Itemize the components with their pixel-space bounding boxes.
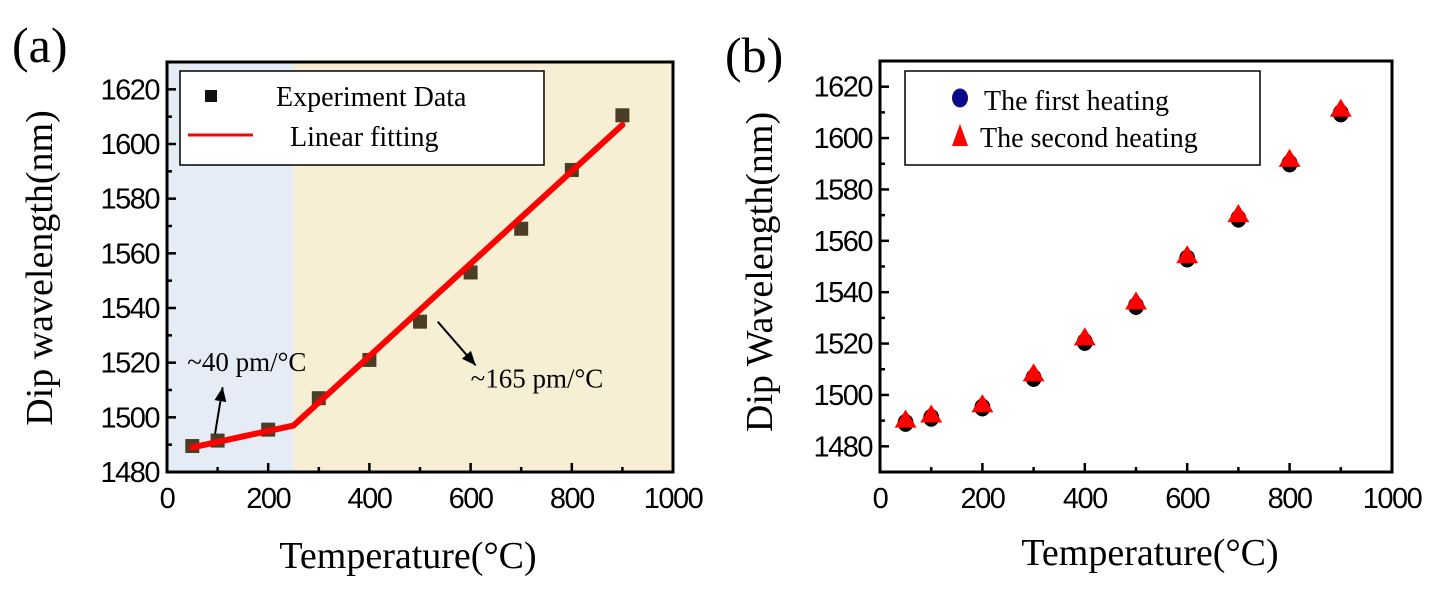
x-tick-label: 0 xyxy=(873,483,888,515)
data-point-triangle xyxy=(894,409,917,428)
panel-label-a: (a) xyxy=(12,17,68,73)
data-point-triangle xyxy=(1227,204,1250,223)
arrowhead xyxy=(214,387,227,403)
axes-b: 1480 1500 1520 1540 1560 1580 1600 1620 0 200 400 6… xyxy=(813,59,1423,515)
y-tick-label: 1540 xyxy=(813,277,872,309)
panel-b: (b) 1480 1500 1520 1540 1560 1580 1600 1620 0 200… xyxy=(725,27,1423,574)
legend-marker-square xyxy=(205,90,217,102)
data-point-triangle xyxy=(1278,148,1301,167)
arrowhead xyxy=(461,350,476,366)
y-tick-label: 1480 xyxy=(100,457,159,489)
y-tick-label: 1540 xyxy=(100,293,159,325)
legend-box xyxy=(904,70,1261,166)
data-point-triangle xyxy=(1329,98,1352,117)
data-point-square xyxy=(514,221,529,236)
x-tick-label: 400 xyxy=(1063,483,1107,515)
axes-a: 1480 1500 1520 1540 1560 1580 1600 1620 0 200 400 6… xyxy=(100,60,704,515)
panel-a: (a) 1480 1500 1520 1540 1560 1580 1600 1620 0 200… xyxy=(12,17,704,577)
y-tick-label: 1580 xyxy=(813,174,872,206)
x-tick-label: 200 xyxy=(246,483,290,515)
x-axis-label-a: Temperature(°C) xyxy=(279,535,536,577)
y-tick-label: 1600 xyxy=(100,129,159,161)
x-tick-label: 800 xyxy=(550,483,594,515)
data-point-square xyxy=(615,108,630,123)
legend-label-first: The first heating xyxy=(984,86,1169,117)
y-tick-label: 1480 xyxy=(813,431,872,463)
x-tick-label: 0 xyxy=(160,483,175,515)
x-tick-label: 400 xyxy=(347,483,391,515)
plot-marks-b xyxy=(894,98,1352,432)
x-tick-label: 600 xyxy=(449,483,493,515)
legend-label-experiment: Experiment Data xyxy=(276,82,467,113)
panel-label-b: (b) xyxy=(725,27,783,83)
data-point-triangle xyxy=(1125,291,1147,310)
x-tick-label: 800 xyxy=(1268,483,1312,515)
data-point-triangle xyxy=(971,394,994,413)
x-tick-label: 600 xyxy=(1165,483,1209,515)
y-tick-label: 1560 xyxy=(813,226,872,258)
y-tick-label: 1580 xyxy=(100,184,159,216)
legend-label-fit: Linear fitting xyxy=(290,122,439,153)
legend-marker-circle xyxy=(952,88,968,108)
annotations-a: ~40 pm/°C ~165 pm/°C xyxy=(187,347,603,393)
y-tick-label: 1520 xyxy=(813,329,872,361)
data-point-triangle xyxy=(1073,327,1096,346)
y-tick-label: 1500 xyxy=(813,380,872,412)
y-tick-label: 1620 xyxy=(100,74,159,106)
y-tick-label: 1500 xyxy=(100,402,159,434)
y-axis-label-a: Dip wavelength(nm) xyxy=(19,110,61,426)
y-tick-label: 1600 xyxy=(813,123,872,155)
data-point-triangle xyxy=(1022,363,1045,382)
legend-marker-triangle xyxy=(952,124,968,146)
data-point-triangle xyxy=(920,404,943,423)
x-tick-label: 1000 xyxy=(1363,483,1422,515)
y-tick-label: 1620 xyxy=(813,72,872,104)
legend-a: Experiment Data Linear fitting xyxy=(179,70,545,166)
y-tick-label: 1560 xyxy=(100,238,159,270)
annotation-slope-40: ~40 pm/°C xyxy=(187,347,306,377)
y-tick-label: 1520 xyxy=(100,348,159,380)
legend-b: The first heating The second heating xyxy=(904,70,1261,166)
plot-marks-a xyxy=(185,108,630,454)
y-axis-label-b: Dip Wavelength(nm) xyxy=(739,112,781,432)
fit-line xyxy=(189,121,626,451)
data-point-square xyxy=(413,314,427,329)
x-tick-label: 200 xyxy=(960,483,1004,515)
x-axis-label-b: Temperature(°C) xyxy=(1021,532,1278,574)
legend-label-second: The second heating xyxy=(980,123,1198,154)
annotation-slope-165: ~165 pm/°C xyxy=(471,363,604,393)
legend-box xyxy=(179,70,545,166)
x-tick-label: 1000 xyxy=(644,483,703,515)
data-point-triangle xyxy=(1176,245,1199,264)
